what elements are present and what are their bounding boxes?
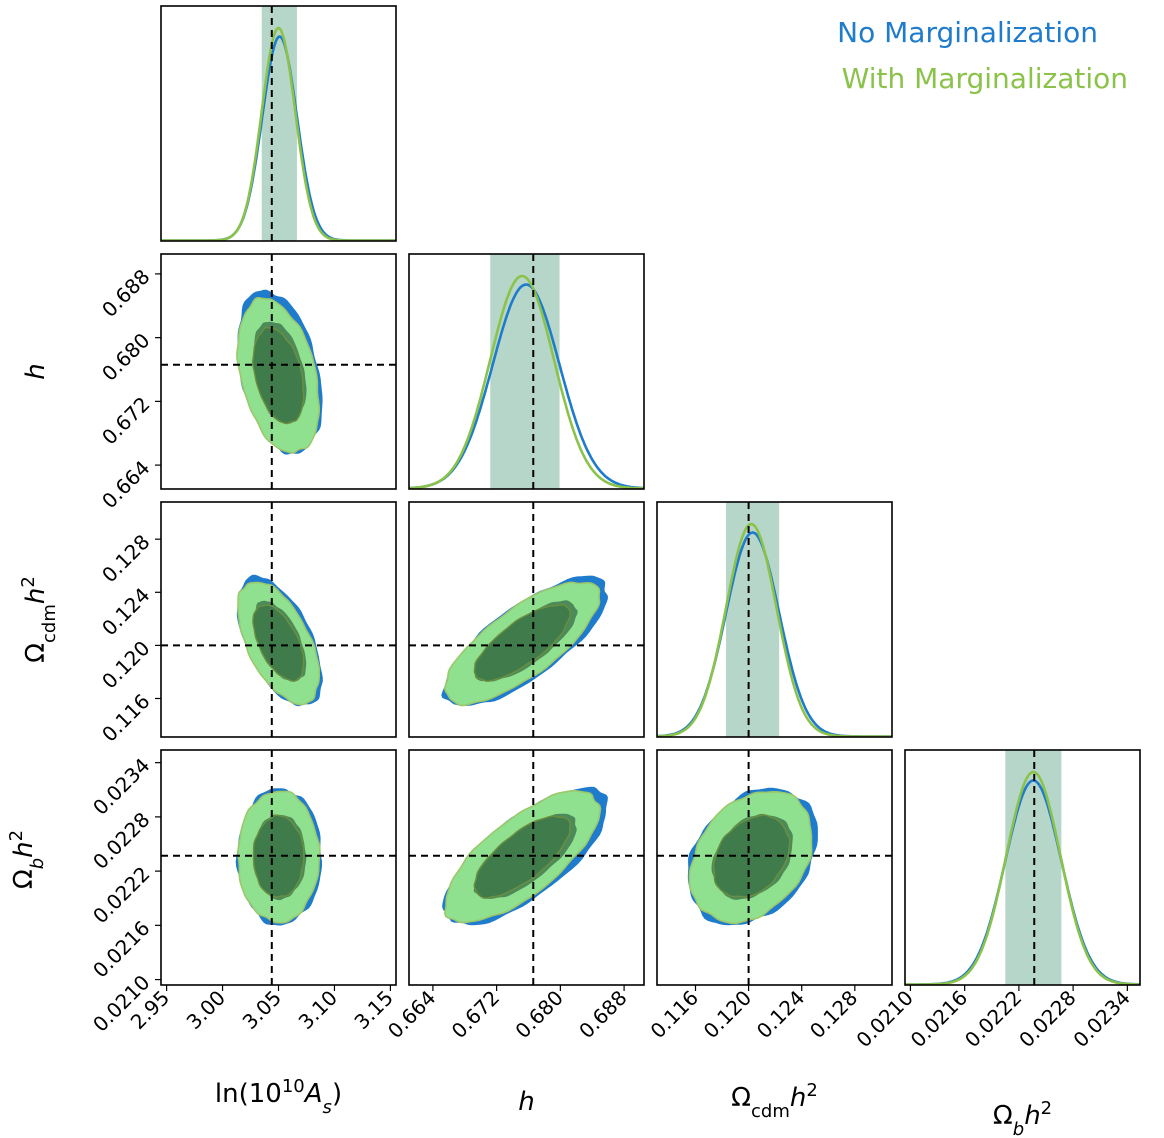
contour68-series-1-3-1 (473, 815, 571, 899)
x-tick-label-ombh2-2: 0.0222 (960, 986, 1026, 1052)
panel-body-1-1 (409, 254, 644, 489)
x-tick-label-omcdm-1: 0.120 (699, 986, 756, 1043)
marginal-line-h-series-1 (409, 274, 644, 489)
panel-frame-3-1 (408, 749, 645, 986)
panels-layer: 0.6640.6720.6800.6880.1160.1200.1240.128… (6, 5, 1141, 1138)
y-tick-label-ombh2-1: 0.0216 (88, 916, 154, 982)
contour68-series-1-2-1 (473, 603, 571, 683)
legend: No Marginalization With Marginalization (837, 16, 1128, 95)
y-tick-label-h-2: 0.680 (97, 328, 154, 385)
contour68-series-1-2-0 (252, 604, 305, 682)
x-tick-label-h-3: 0.688 (574, 986, 631, 1043)
xlabel-ombh2: Ωbh2 (993, 1098, 1052, 1138)
panel-body-1-0 (161, 254, 396, 489)
panel-body-3-3 (905, 750, 1140, 985)
legend-entry-series-1: With Marginalization (842, 62, 1128, 95)
ylabel-omcdm: Ωcdmh2 (18, 576, 60, 663)
panel-body-2-0 (161, 502, 396, 737)
panel-body-2-1 (409, 502, 644, 737)
panel-frame-1-0 (160, 253, 397, 490)
x-tick-label-ombh2-3: 0.0228 (1014, 986, 1080, 1052)
y-tick-label-omcdm-3: 0.128 (97, 530, 154, 587)
x-tick-label-omcdm-0: 0.116 (646, 986, 703, 1043)
panel-frame-3-2 (656, 749, 893, 986)
credible-band-lnAs (261, 6, 297, 241)
panel-frame-2-1 (408, 501, 645, 738)
panel-h-vs-lnAs: 0.664 0.672 0.680 0.688 (97, 253, 397, 513)
credible-band-h (490, 254, 560, 489)
panel-body-3-2 (657, 750, 892, 985)
x-tick-label-lnAs-2: 3.05 (238, 986, 286, 1034)
panel-omcdm-vs-omcdm (656, 501, 893, 738)
panel-frame-2-2 (656, 501, 893, 738)
panel-ombh2-vs-h: 0.664 0.672 0.680 0.688 (383, 749, 645, 1043)
y-tick-label-omcdm-2: 0.124 (97, 583, 154, 640)
panel-h-vs-h (408, 253, 645, 490)
credible-band-omcdm (726, 502, 780, 737)
panel-frame-2-0 (160, 501, 397, 738)
panel-omcdm-vs-h (408, 501, 645, 738)
xlabel-omcdm: Ωcdmh2 (731, 1080, 818, 1122)
x-tick-label-ombh2-0: 0.0210 (852, 986, 918, 1052)
xlabel-h: h (518, 1087, 534, 1117)
panel-lnAs-vs-lnAs (160, 5, 397, 242)
panel-body-0-0 (161, 6, 396, 241)
contour68-series-1-1-0 (251, 326, 305, 425)
contour68-series-1-3-0 (252, 814, 305, 898)
y-tick-label-omcdm-0: 0.116 (97, 689, 154, 746)
panel-body-3-0 (161, 750, 396, 985)
y-tick-label-ombh2-3: 0.0228 (88, 807, 154, 873)
x-tick-label-omcdm-2: 0.124 (752, 986, 809, 1043)
x-tick-label-h-1: 0.672 (447, 986, 504, 1043)
ylabel-ombh2: Ωbh2 (6, 830, 48, 889)
y-tick-label-h-0: 0.664 (97, 456, 154, 513)
credible-band-ombh2 (1005, 750, 1062, 985)
y-tick-label-ombh2-4: 0.0234 (88, 753, 154, 819)
axis-labels: ln(1010As) h Ωcdmh2 Ωbh2 h Ωcdmh2 Ωbh2 (6, 363, 1053, 1138)
xlabel-lnAs: ln(1010As) (215, 1076, 342, 1118)
x-tick-label-h-0: 0.664 (383, 986, 440, 1043)
panel-frame-1-1 (408, 253, 645, 490)
x-tick-label-lnAs-1: 3.00 (182, 986, 230, 1034)
panel-frame-0-0 (160, 5, 397, 242)
legend-entry-series-0: No Marginalization (837, 16, 1098, 49)
y-tick-label-ombh2-2: 0.0222 (88, 862, 154, 928)
y-tick-label-omcdm-1: 0.120 (97, 636, 154, 693)
panel-body-3-1 (409, 750, 644, 985)
panel-frame-3-3 (904, 749, 1141, 986)
x-tick-label-lnAs-3: 3.10 (294, 986, 342, 1034)
panel-ombh2-vs-lnAs: 2.95 3.00 3.05 3.10 3.150.02100.02160.02220.… (88, 749, 398, 1037)
y-tick-label-h-3: 0.688 (97, 264, 154, 321)
panel-body-2-2 (657, 502, 892, 737)
x-tick-label-h-2: 0.680 (510, 986, 567, 1043)
contour68-series-1-3-2 (712, 814, 791, 898)
y-tick-label-h-1: 0.672 (97, 392, 154, 449)
x-tick-label-ombh2-1: 0.0216 (906, 986, 972, 1052)
ylabel-h: h (21, 363, 51, 379)
x-tick-label-ombh2-4: 0.0234 (1068, 986, 1134, 1052)
marginal-line-ombh2-series-1 (905, 770, 1140, 985)
